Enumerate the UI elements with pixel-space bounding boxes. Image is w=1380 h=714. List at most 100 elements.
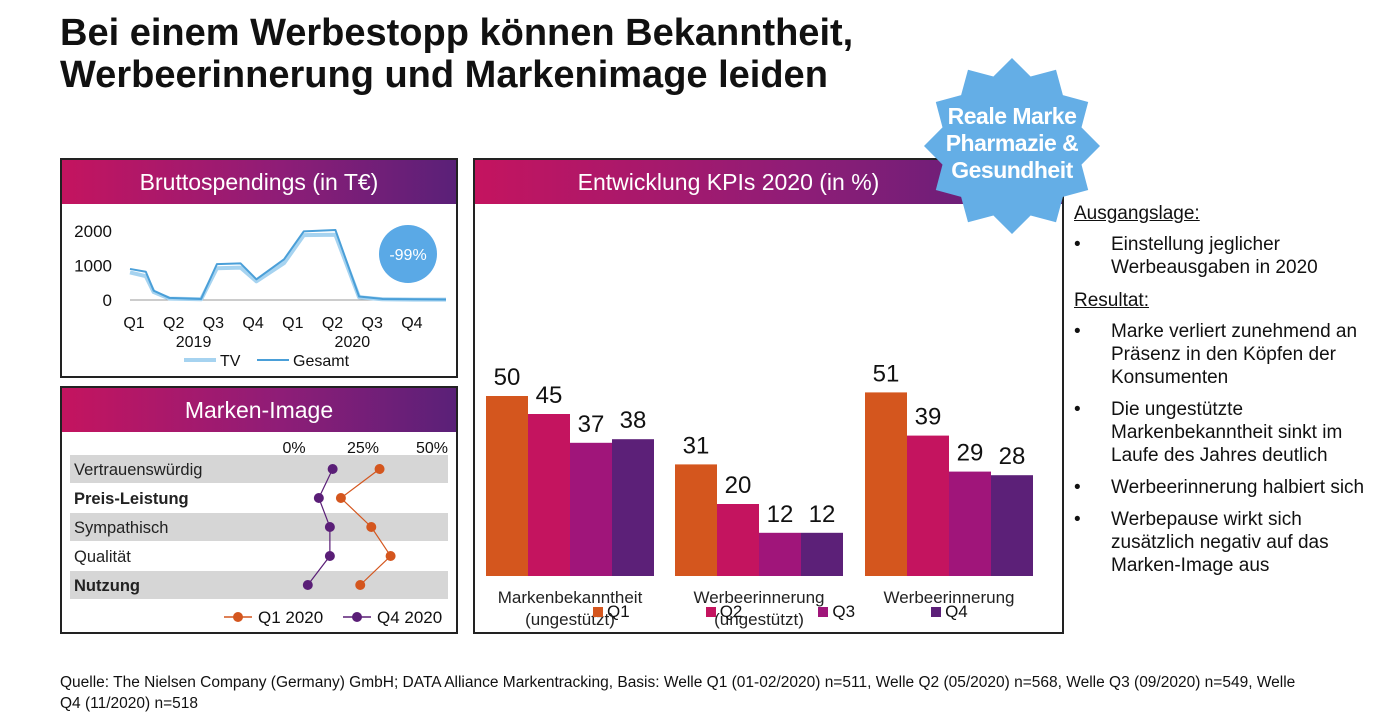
resultat-list: Marke verliert zunehmend an Präsenz in d… — [1074, 320, 1374, 577]
legend-swatch — [818, 607, 829, 617]
x-tick-label: 25% — [347, 440, 379, 457]
bar-value-label: 29 — [957, 440, 984, 467]
bar-value-label: 51 — [873, 360, 900, 387]
category-label: Markenbekanntheit — [498, 588, 643, 607]
legend-item: Q4 — [931, 602, 968, 622]
legend-item: Q2 — [705, 602, 743, 622]
kpi-chart: 50 45 37 38 Markenbekanntheit (ungestützt) 31 2… — [486, 360, 1033, 629]
legend-label: Q3 — [832, 602, 856, 621]
spend-panel-title: Bruttospendings (in T€) — [62, 160, 456, 204]
data-point — [302, 580, 313, 590]
legend-label: Q2 — [719, 602, 743, 621]
legend-swatch — [705, 607, 716, 617]
kpi-panel: Entwicklung KPIs 2020 (in %) 50 45 37 38 Mar… — [473, 158, 1064, 634]
x-tick-label: Q3 — [362, 315, 383, 332]
data-point — [313, 493, 324, 503]
bar-value-label: 12 — [809, 501, 836, 528]
data-point — [327, 464, 338, 474]
x-tick-label: Q1 — [282, 315, 303, 332]
ausgangslage-list: Einstellung jeglicher Werbeausgaben in 2… — [1074, 233, 1374, 279]
bar — [717, 504, 759, 576]
data-point — [324, 522, 335, 532]
resultat-heading: Resultat: — [1074, 290, 1149, 311]
bar-value-label: 37 — [578, 411, 605, 438]
legend-label: Gesamt — [293, 353, 350, 370]
bar-value-label: 39 — [915, 404, 942, 431]
legend-item: Q3 — [818, 602, 855, 622]
list-item: Marke verliert zunehmend an Präsenz in d… — [1074, 320, 1374, 389]
category-label: Preis-Leistung — [74, 490, 189, 508]
row-band — [70, 571, 448, 599]
change-bubble — [379, 225, 437, 283]
data-point — [385, 551, 396, 561]
badge-text: Gesundheit — [951, 157, 1073, 183]
bar-value-label: 45 — [536, 382, 563, 409]
y-tick-label: 0 — [103, 291, 112, 310]
badge-shape — [924, 58, 1100, 234]
category-label: Sympathisch — [74, 519, 168, 537]
x-tick-label: Q2 — [163, 315, 184, 332]
page-title: Bei einem Werbestopp können Bekanntheit,… — [60, 12, 854, 96]
year-label: 2019 — [176, 334, 212, 351]
bar-value-label: 38 — [620, 407, 647, 434]
list-item: Einstellung jeglicher Werbeausgaben in 2… — [1074, 233, 1374, 279]
bar — [991, 475, 1033, 576]
x-tick-label: 0% — [282, 440, 305, 457]
bar — [907, 435, 949, 576]
legend-item: Q1 — [593, 602, 630, 622]
kpi-legend: Q1 Q2 Q3 Q4 — [593, 602, 968, 622]
spend-chart: 0 1000 2000 Q1 Q2 Q3 Q4 Q1 Q2 Q3 Q4 2019 2020 -99% TV G… — [74, 222, 447, 370]
category-label: (ungestützt) — [714, 610, 804, 629]
legend-marker — [352, 612, 362, 622]
bar-value-label: 50 — [494, 364, 521, 391]
y-tick-label: 2000 — [74, 222, 112, 241]
list-item: Die ungestützte Markenbekanntheit sinkt … — [1074, 398, 1374, 467]
image-panel: Marken-Image 0% 25% 50% Vertrauenswürdig Pre… — [60, 386, 458, 634]
legend-label: Q4 — [945, 602, 968, 621]
list-item: Werbeerinnerung halbiert sich — [1074, 476, 1374, 499]
series-line-gesamt — [129, 228, 447, 301]
legend-label: Q4 2020 — [377, 608, 442, 627]
bar — [865, 392, 907, 576]
row-band — [70, 513, 448, 541]
legend-label: Q1 — [607, 602, 630, 621]
data-point — [366, 522, 377, 532]
image-panel-title: Marken-Image — [62, 388, 456, 432]
bar — [949, 471, 991, 576]
year-label: 2020 — [335, 334, 371, 351]
data-point — [335, 493, 346, 503]
legend-swatch — [593, 607, 603, 617]
bar — [801, 532, 843, 576]
category-label: Werbeerinnerung — [693, 588, 824, 607]
change-annotation: -99% — [389, 247, 426, 264]
bar-value-label: 12 — [767, 501, 794, 528]
x-tick-label: 50% — [416, 440, 448, 457]
legend-swatch — [931, 607, 942, 617]
x-tick-label: Q4 — [401, 315, 422, 332]
x-tick-label: Q2 — [322, 315, 343, 332]
ausgangslage-heading: Ausgangslage: — [1074, 203, 1200, 224]
bar-value-label: 28 — [999, 443, 1026, 470]
y-tick-label: 1000 — [74, 257, 112, 276]
x-tick-label: Q3 — [203, 315, 224, 332]
bar — [486, 396, 528, 576]
data-point — [355, 580, 366, 590]
spend-panel: Bruttospendings (in T€) 0 1000 2000 Q1 Q2 Q3 Q… — [60, 158, 458, 378]
badge-text: Pharmazie & — [946, 130, 1079, 156]
bar-value-label: 20 — [725, 472, 752, 499]
bar-value-label: 31 — [683, 432, 710, 459]
bar — [759, 532, 801, 576]
legend-label: Q1 2020 — [258, 608, 323, 627]
legend-label: TV — [220, 353, 241, 370]
list-item: Werbepause wirkt sich zusätzlich negativ… — [1074, 508, 1374, 577]
bar — [570, 442, 612, 576]
bar — [612, 439, 654, 576]
x-tick-label: Q4 — [242, 315, 263, 332]
category-label: Qualität — [74, 548, 131, 566]
sidebar: Ausgangslage: Einstellung jeglicher Werb… — [1074, 202, 1374, 587]
category-label: Nutzung — [74, 577, 140, 595]
source-note: Quelle: The Nielsen Company (Germany) Gm… — [60, 674, 1296, 712]
x-tick-label: Q1 — [123, 315, 144, 332]
legend-marker — [233, 612, 243, 622]
kpi-panel-title-text: Entwicklung KPIs 2020 (in %) — [577, 169, 880, 195]
